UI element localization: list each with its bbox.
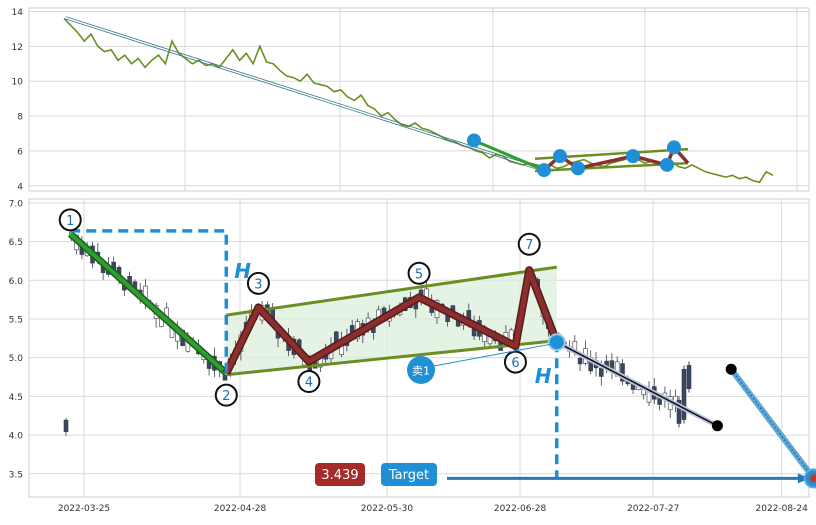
- height-label-left: H: [234, 259, 251, 283]
- top-y-tick-label: 10: [12, 78, 24, 88]
- mini-trend-green: [473, 139, 541, 170]
- rebound-marker: [725, 363, 737, 375]
- bottom-y-tick-label: 4.0: [9, 432, 24, 442]
- pattern-point-label: 1: [66, 214, 74, 229]
- pattern-point-label: 4: [305, 376, 313, 391]
- bottom-y-tick-label: 7.0: [9, 199, 24, 209]
- top-trendline: [63, 18, 541, 171]
- bottom-y-tick-label: 4.5: [9, 393, 23, 403]
- candle-body: [686, 365, 692, 389]
- sell-pointer-line: [433, 343, 551, 367]
- mini-pattern-marker: [571, 161, 585, 176]
- pattern-point-circle: [214, 383, 238, 407]
- candle-body: [63, 419, 69, 433]
- projection-dash: [730, 368, 815, 479]
- pattern-point-circle: [246, 271, 270, 295]
- pattern-point-circle: [297, 370, 321, 394]
- entry-trend-line: [68, 232, 228, 375]
- target-marker-core: [809, 474, 816, 483]
- mini-pattern-marker: [467, 133, 481, 148]
- height-label-right: H: [535, 364, 552, 388]
- x-tick-label: 2022-06-28: [494, 504, 547, 514]
- bottom-y-tick-label: 6.0: [9, 277, 24, 287]
- top-y-tick-label: 6: [17, 147, 23, 157]
- target-value-text: 3.439: [321, 468, 358, 483]
- target-value-box: [315, 463, 365, 486]
- mini-pattern-marker: [660, 157, 674, 172]
- pattern-point-circle: [503, 350, 527, 374]
- bottom-y-tick-label: 5.5: [9, 315, 23, 325]
- candle-body: [681, 368, 687, 420]
- mini-pattern-marker: [553, 149, 567, 164]
- top-y-tick-label: 8: [17, 113, 23, 123]
- breakdown-line: [556, 341, 718, 427]
- pattern-point-circle: [517, 232, 541, 256]
- bottom-y-tick-label: 6.5: [9, 238, 23, 248]
- sell-marker: [407, 356, 435, 384]
- bottom-y-tick-label: 3.5: [9, 470, 23, 480]
- bottom-y-tick-label: 5.0: [9, 354, 24, 364]
- top-plot-area: [28, 7, 810, 192]
- x-tick-label: 2022-05-30: [361, 504, 414, 514]
- pattern-point-circle: [58, 208, 82, 232]
- target-label-text: Target: [388, 468, 429, 483]
- mini-pattern-marker: [626, 149, 640, 164]
- pattern-point-label: 6: [511, 356, 519, 371]
- candle-body: [577, 357, 583, 365]
- mini-pattern-marker: [537, 163, 551, 178]
- candle-body: [222, 375, 228, 381]
- top-trendline-2: [65, 16, 543, 169]
- candle-body: [598, 367, 604, 377]
- candle-body: [620, 363, 625, 382]
- top-y-tick-label: 14: [12, 8, 24, 18]
- pattern-point-label: 5: [415, 267, 423, 282]
- pattern-zigzag: [224, 267, 560, 375]
- top-y-tick-label: 12: [12, 43, 23, 53]
- mini-pattern-marker: [667, 140, 681, 155]
- x-tick-label: 2022-07-27: [627, 504, 679, 514]
- channel-lower-line: [226, 339, 557, 377]
- pattern-point-circle: [407, 261, 431, 285]
- x-tick-label: 2022-04-28: [214, 504, 267, 514]
- height-dashed-left: [70, 229, 229, 374]
- breakout-marker: [547, 333, 566, 352]
- top-y-tick-label: 4: [17, 182, 23, 192]
- pattern-point-label: 3: [254, 277, 262, 292]
- x-tick-label: 2022-03-25: [58, 504, 110, 514]
- pattern-point-label: 7: [525, 238, 533, 253]
- pattern-point-label: 2: [222, 389, 230, 404]
- candle-body: [676, 399, 682, 424]
- target-label-box: [381, 463, 437, 486]
- x-tick-label: 2022-08-24: [756, 504, 809, 514]
- sell-label: 卖1: [412, 365, 430, 378]
- downtrend-end-marker: [711, 420, 723, 432]
- channel-upper-line: [226, 265, 557, 317]
